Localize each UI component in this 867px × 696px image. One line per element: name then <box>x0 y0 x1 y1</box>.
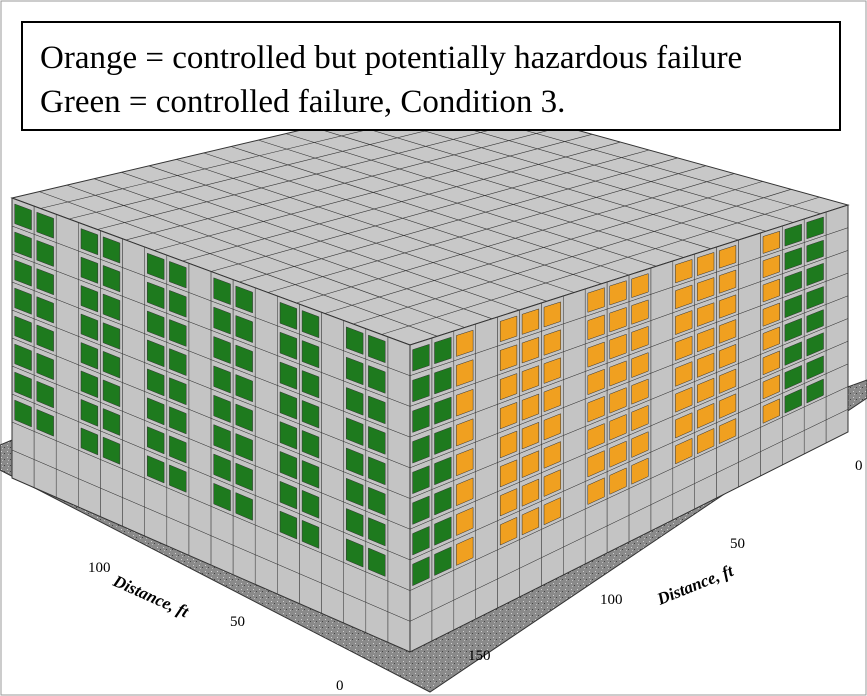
tick-label: 50 <box>230 614 245 630</box>
figure: Orange = controlled but potentially haza… <box>0 0 867 696</box>
tick-label: 0 <box>336 678 344 694</box>
legend-line: Orange = controlled but potentially haza… <box>40 40 742 76</box>
tick-label: 100 <box>88 560 111 576</box>
tick-label: 50 <box>730 536 745 552</box>
tick-label: 100 <box>600 592 623 608</box>
tick-label: 150 <box>468 648 491 664</box>
tick-label: 0 <box>855 458 863 474</box>
legend-line: Green = controlled failure, Condition 3. <box>40 84 565 120</box>
